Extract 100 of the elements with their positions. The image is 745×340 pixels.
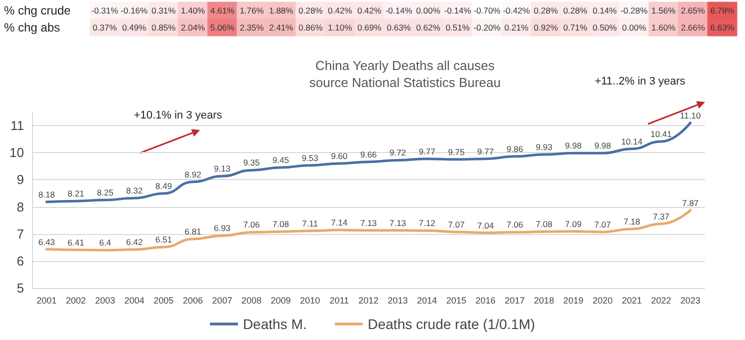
data-label: 7.11: [302, 218, 318, 228]
data-label: 9.66: [360, 149, 378, 160]
data-label: 6.51: [155, 234, 172, 245]
data-label: 0.50%: [592, 22, 618, 32]
data-label: -0.14%: [444, 6, 472, 16]
chart-subtitle: source National Statistics Bureau: [309, 75, 501, 90]
data-label: 2.41%: [269, 22, 294, 32]
data-label: 6.43: [38, 236, 56, 247]
x-tick-label: 2017: [504, 296, 525, 306]
x-tick-label: 2013: [388, 296, 408, 306]
data-label: 7.13: [360, 218, 378, 228]
data-label: 1.88%: [269, 6, 294, 16]
y-tick-label: % chg crude: [4, 4, 72, 18]
data-label: 7.06: [243, 220, 260, 230]
data-label: 0.21%: [504, 22, 529, 32]
data-label: 0.37%: [92, 22, 118, 32]
data-label: 8.32: [126, 186, 143, 196]
data-label: 9.35: [243, 158, 260, 168]
data-label: 7.04: [477, 220, 494, 230]
data-label: 1.40%: [180, 6, 206, 16]
data-label: 1.76%: [240, 6, 264, 16]
data-label: 7.37: [652, 211, 670, 222]
x-tick-label: 2020: [592, 296, 613, 306]
data-label: 7.08: [536, 219, 553, 230]
data-label: 0.69%: [357, 22, 382, 32]
data-label: 6.81: [184, 226, 202, 236]
data-label: -0.28%: [620, 6, 648, 16]
data-label: 0.63%: [386, 22, 412, 32]
data-label: 0.71%: [563, 22, 588, 32]
y-tick-label: 11: [10, 118, 24, 134]
data-label: 10.14: [621, 136, 643, 146]
x-tick-label: 2002: [66, 296, 86, 306]
data-label: 0.00%: [622, 22, 647, 32]
x-tick-label: 2008: [241, 296, 262, 306]
x-tick-label: 2022: [651, 296, 672, 306]
data-label: 0.49%: [122, 22, 147, 32]
data-label: 8.92: [184, 169, 202, 180]
data-label: 2.66%: [680, 22, 706, 32]
chart-title: China Yearly Deaths all causes: [315, 58, 496, 73]
data-label: 9.60: [330, 150, 348, 161]
text: +11..2% in 3 years: [594, 76, 686, 88]
data-label: 9.45: [272, 155, 290, 166]
y-tick-label: 8: [16, 199, 24, 214]
data-label: 11.10: [680, 110, 701, 120]
data-label: 6.4: [99, 238, 112, 248]
data-label: 7.12: [418, 218, 436, 228]
data-label: 0.28%: [563, 6, 588, 16]
y-tick-label: 6: [16, 253, 24, 268]
data-label: 9.77: [477, 146, 494, 156]
y-tick-label: 10: [10, 145, 24, 160]
x-tick-label: 2003: [95, 296, 116, 306]
data-label: 7.07: [448, 219, 465, 230]
data-label: 9.72: [389, 148, 406, 158]
data-label: 8.49: [155, 181, 172, 191]
data-label: 0.42%: [328, 6, 352, 16]
data-label: 7.07: [594, 219, 612, 230]
x-tick-label: 2010: [300, 296, 320, 306]
data-label: -0.16%: [120, 6, 148, 16]
x-tick-label: 2023: [680, 296, 700, 306]
y-tick-label: 5: [16, 280, 24, 296]
data-label: 7.13: [389, 218, 406, 228]
data-label: 9.98: [594, 140, 612, 151]
data-label: -0.14%: [385, 6, 413, 16]
data-label: 2.04%: [180, 22, 206, 32]
x-tick-label: 2005: [154, 296, 174, 306]
data-label: 4.61%: [210, 6, 235, 16]
annotation: +10.1% in 3 years: [134, 110, 223, 122]
y-tick-label: 9: [16, 172, 24, 188]
data-label: 8.18: [38, 189, 56, 200]
data-label: 9.13: [214, 164, 231, 174]
data-label: 7.09: [565, 218, 582, 229]
data-label: 8.21: [68, 188, 84, 199]
data-label: 0.28%: [534, 6, 558, 16]
data-label: 9.75: [448, 146, 465, 157]
data-label: 0.51%: [446, 22, 470, 32]
data-label: -0.31%: [91, 6, 119, 16]
data-label: 6.93: [214, 223, 231, 234]
x-tick-label: 2004: [124, 296, 144, 306]
y-tick-label: 7: [16, 226, 24, 242]
data-label: 0.28%: [298, 6, 324, 16]
data-label: 0.42%: [357, 6, 382, 16]
legend-label: Deaths M.: [242, 316, 307, 332]
data-label: 0.86%: [298, 22, 324, 32]
y-tick-label: % chg abs: [4, 20, 60, 34]
data-label: 6.41: [68, 237, 84, 248]
x-tick-label: 2006: [182, 296, 203, 306]
data-label: 0.92%: [534, 22, 558, 32]
data-label: 0.14%: [592, 6, 618, 16]
x-tick-label: 2007: [212, 296, 232, 306]
data-label: 1.56%: [651, 6, 676, 16]
x-tick-label: 2021: [622, 296, 642, 306]
data-label: -0.42%: [502, 6, 530, 16]
data-label: 0.31%: [151, 6, 176, 16]
data-label: 2.35%: [240, 22, 264, 32]
x-tick-label: 2016: [476, 296, 496, 306]
data-label: 2.65%: [680, 6, 706, 16]
data-label: 7.14: [330, 218, 348, 228]
data-label: 1.60%: [651, 22, 676, 32]
x-tick-label: 2015: [446, 296, 466, 306]
data-label: 7.18: [624, 216, 640, 226]
